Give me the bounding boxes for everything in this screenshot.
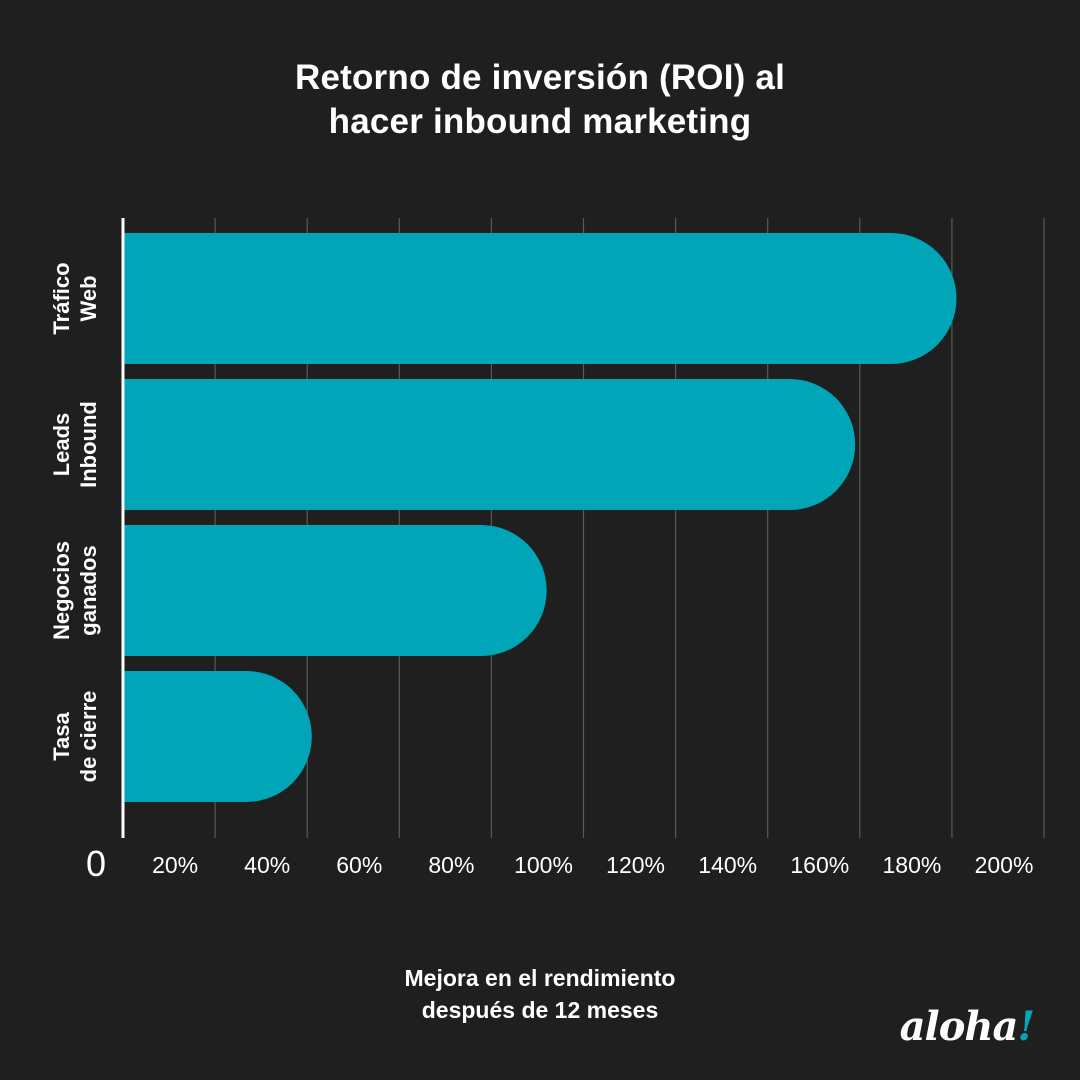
category-label-line-2-1: ganados bbox=[76, 545, 101, 635]
x-tick-label-100: 100% bbox=[514, 852, 573, 878]
category-label-text-3: Tasade cierre bbox=[49, 691, 101, 783]
x-tick-label-20: 20% bbox=[152, 852, 198, 878]
category-label-text-2: Negociosganados bbox=[49, 541, 101, 640]
category-label-0: TráficoWeb bbox=[49, 262, 101, 334]
aloha-logo-mark: ! bbox=[1017, 1003, 1035, 1050]
category-label-3: Tasade cierre bbox=[49, 691, 101, 783]
x-axis-label-line-2: después de 12 meses bbox=[421, 997, 659, 1023]
category-label-line-2-0: Negocios bbox=[49, 541, 74, 640]
chart-title-line-2: hacer inbound marketing bbox=[328, 102, 752, 141]
x-tick-label-0: 0 bbox=[86, 843, 106, 884]
aloha-logo-text: aloha bbox=[899, 1003, 1019, 1050]
category-label-line-0-1: Web bbox=[76, 275, 101, 321]
x-tick-label-120: 120% bbox=[606, 852, 665, 878]
bar-2 bbox=[123, 525, 547, 656]
bar-3 bbox=[123, 671, 312, 802]
category-label-text-0: TráficoWeb bbox=[49, 262, 101, 334]
category-label-text-1: LeadsInbound bbox=[49, 401, 101, 488]
x-tick-label-80: 80% bbox=[428, 852, 474, 878]
x-axis-label: Mejora en el rendimiento después de 12 m… bbox=[0, 962, 1080, 1026]
category-label-line-3-0: Tasa bbox=[49, 711, 74, 760]
category-label-line-1-0: Leads bbox=[49, 413, 74, 477]
x-tick-label-140: 140% bbox=[698, 852, 757, 878]
x-tick-label-180: 180% bbox=[882, 852, 941, 878]
x-axis-label-line-1: Mejora en el rendimiento bbox=[404, 965, 676, 991]
aloha-logo: aloha! bbox=[899, 1003, 1035, 1050]
x-tick-label-40: 40% bbox=[244, 852, 290, 878]
category-label-1: LeadsInbound bbox=[49, 401, 101, 488]
category-label-line-3-1: de cierre bbox=[76, 691, 101, 783]
chart-title: Retorno de inversión (ROI) al hacer inbo… bbox=[0, 56, 1080, 144]
x-tick-label-200: 200% bbox=[975, 852, 1034, 878]
category-label-line-0-0: Tráfico bbox=[49, 262, 74, 334]
chart-title-line-1: Retorno de inversión (ROI) al bbox=[294, 58, 786, 97]
category-label-2: Negociosganados bbox=[49, 541, 101, 640]
bar-1 bbox=[123, 379, 856, 510]
x-tick-label-160: 160% bbox=[790, 852, 849, 878]
category-label-line-1-1: Inbound bbox=[76, 401, 101, 488]
x-tick-label-60: 60% bbox=[336, 852, 382, 878]
bar-0 bbox=[123, 233, 957, 364]
